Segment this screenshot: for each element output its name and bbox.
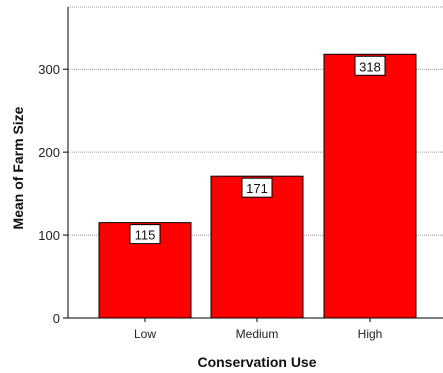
x-tick-label: High [358, 327, 383, 341]
data-label: 115 [129, 224, 161, 245]
data-label-text: 115 [135, 228, 156, 243]
x-axis-title: Conservation Use [197, 354, 316, 370]
x-tick-label: Low [134, 327, 156, 341]
data-label-text: 171 [246, 181, 268, 196]
data-label-box [354, 55, 386, 76]
data-label-text: 318 [359, 59, 381, 74]
data-labels: 115 171 318 [129, 55, 386, 245]
data-label: 318 [354, 55, 386, 76]
y-axis-title: Mean of Farm Size [10, 106, 26, 229]
data-label: 171 [241, 177, 273, 198]
x-tick-label: Medium [236, 327, 279, 341]
x-axis: Low Medium High [68, 317, 443, 341]
y-tick-label: 0 [53, 311, 60, 326]
y-axis: 0 100 200 300 [38, 7, 69, 326]
y-tick-label: 300 [38, 62, 60, 77]
data-label-box [241, 177, 273, 198]
y-tick-label: 100 [38, 228, 60, 243]
y-tick-label: 200 [38, 145, 60, 160]
bars [98, 53, 417, 319]
bar-high [323, 53, 417, 319]
data-label-box [129, 224, 161, 245]
